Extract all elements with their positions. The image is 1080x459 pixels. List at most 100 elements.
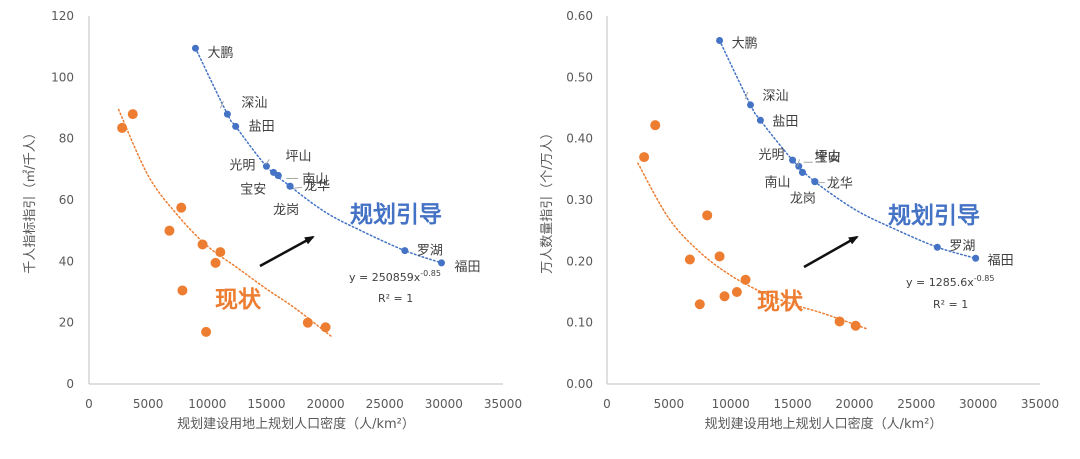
data-label-district: 龙岗 (273, 203, 299, 218)
data-point-planned (756, 116, 764, 124)
data-point-planned (747, 101, 755, 109)
y-axis-title: 千人指标指引（㎡/千人） (23, 126, 38, 273)
label-leader-line (265, 159, 270, 165)
x-tick-label: 10000 (712, 397, 750, 411)
r-squared-label: R² = 1 (378, 292, 413, 305)
label-leader-line (745, 91, 748, 100)
equation-text: y = 1285.6x (906, 276, 974, 289)
x-tick-label: 35000 (484, 397, 522, 411)
y-tick-label: 0.20 (566, 254, 593, 268)
x-axis-title: 规划建设用地上规划人口密度（人/km²） (177, 416, 415, 432)
data-point-current (639, 152, 650, 163)
trendline-equation: y = 250859x-0.85 (349, 269, 441, 284)
equation-exponent: -0.85 (420, 269, 441, 278)
data-point-current (719, 291, 730, 302)
x-tick-label: 15000 (247, 397, 285, 411)
data-point-current (302, 317, 313, 328)
y-tick-label: 0.40 (566, 132, 593, 146)
y-tick-label: 20 (59, 316, 74, 330)
data-label-district: 大鹏 (732, 37, 758, 52)
data-point-current (650, 120, 661, 131)
data-label-district: 光明 (759, 148, 785, 163)
data-label-district: 深汕 (763, 89, 789, 104)
data-point-planned (811, 178, 819, 186)
y-tick-label: 0.30 (566, 193, 593, 207)
data-point-planned (401, 247, 409, 255)
data-label-district: 光明 (229, 158, 255, 173)
data-point-current (702, 210, 713, 221)
equation-exponent: -0.85 (974, 274, 995, 283)
data-label-district: 深汕 (241, 96, 267, 111)
x-tick-label: 25000 (897, 397, 935, 411)
data-label-district: 南山 (302, 171, 328, 187)
data-point-planned (437, 259, 445, 267)
data-point-planned (223, 110, 231, 118)
x-tick-label: 20000 (306, 397, 344, 411)
trendline-planned (194, 47, 443, 264)
trend-arrow (803, 235, 859, 269)
data-label-district: 龙岗 (790, 192, 816, 207)
x-tick-label: 5000 (654, 397, 685, 411)
label-leader-line (294, 186, 303, 189)
data-point-current (210, 257, 221, 268)
y-tick-label: 0.60 (566, 9, 593, 23)
annotation-planned: 规划引导 (350, 202, 442, 228)
x-tick-label: 5000 (133, 397, 164, 411)
y-tick-label: 120 (51, 9, 74, 23)
data-point-current (197, 239, 208, 250)
y-tick-label: 40 (59, 254, 74, 268)
trend-arrow (259, 235, 315, 268)
data-point-current (201, 326, 212, 337)
y-tick-label: 80 (59, 132, 74, 146)
data-point-planned (274, 171, 282, 179)
equation-text: y = 250859x (349, 271, 421, 284)
annotation-planned: 规划引导 (888, 203, 980, 229)
data-label-district: 龙华 (304, 179, 330, 194)
data-point-planned (798, 168, 806, 176)
data-label-district: 南山 (764, 174, 790, 190)
data-label-district: 坪山 (814, 149, 840, 164)
x-tick-label: 0 (85, 397, 93, 411)
data-point-planned (262, 162, 270, 170)
data-point-planned (191, 44, 199, 52)
data-label-district: 罗湖 (949, 239, 975, 254)
data-point-current (834, 316, 845, 327)
data-point-current (127, 109, 138, 120)
data-point-current (740, 274, 751, 285)
data-point-current (320, 322, 331, 333)
data-point-planned (286, 182, 294, 190)
data-label-district: 福田 (988, 253, 1014, 268)
label-leader-line (796, 159, 800, 167)
chart-panel-1: 0 20 40 60 80 100 120 0 5000 10000 15000 20000 25000… (23, 9, 522, 432)
data-label-district: 大鹏 (207, 46, 233, 61)
data-point-planned (933, 243, 941, 251)
x-tick-label: 15000 (773, 397, 811, 411)
x-tick-label: 0 (603, 397, 611, 411)
data-point-planned (795, 162, 803, 170)
data-label-district: 盐田 (249, 119, 275, 134)
y-tick-label: 0.00 (566, 377, 593, 391)
data-point-current (117, 122, 128, 133)
y-tick-label: 0 (66, 377, 74, 391)
annotation-current: 现状 (757, 288, 804, 315)
data-point-current (684, 254, 695, 265)
x-tick-label: 35000 (1021, 397, 1059, 411)
x-tick-label: 25000 (366, 397, 404, 411)
data-label-district: 龙华 (827, 177, 853, 192)
data-point-current (694, 299, 705, 310)
data-point-planned (972, 254, 980, 262)
y-tick-label: 60 (59, 193, 74, 207)
label-leader-line (219, 100, 224, 109)
x-axis-title: 规划建设用地上规划人口密度（人/km²） (705, 416, 943, 432)
x-tick-label: 30000 (959, 397, 997, 411)
x-tick-label: 10000 (188, 397, 226, 411)
trendline-equation: y = 1285.6x-0.85 (906, 274, 994, 289)
data-label-district: 宝安 (240, 182, 266, 197)
y-tick-label: 0.50 (566, 70, 593, 84)
y-axis-title: 万人数量指引（个/万人） (540, 126, 555, 273)
chart-panel-2: 0.00 0.10 0.20 0.30 0.40 0.50 0.60 0 5000 10000 15… (540, 9, 1059, 432)
data-label-district: 盐田 (772, 114, 798, 129)
data-point-current (176, 202, 187, 213)
data-label-district: 坪山 (286, 149, 312, 164)
